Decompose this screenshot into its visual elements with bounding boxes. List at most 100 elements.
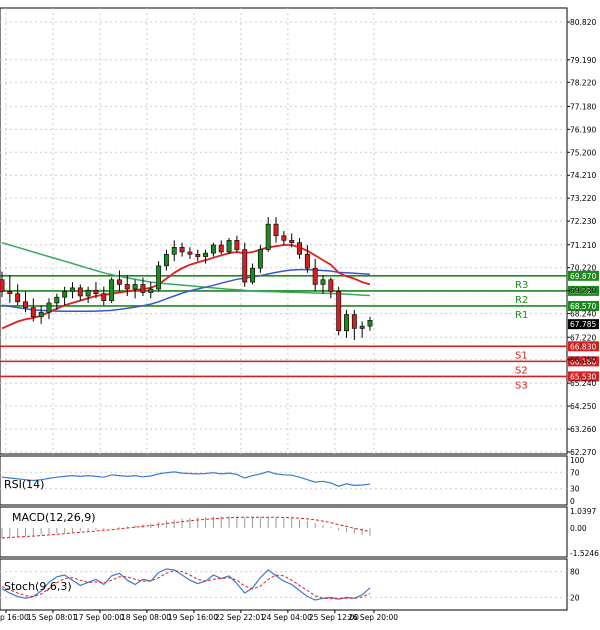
- y-tick-label: 79.190: [570, 56, 596, 65]
- last-price-tag: [568, 319, 599, 330]
- candle: [226, 238, 232, 255]
- candle-body: [289, 240, 295, 243]
- y-tick-label: 73.220: [570, 194, 596, 203]
- candle: [38, 305, 44, 324]
- candle: [15, 284, 21, 306]
- level-value-s2: 66.180: [570, 357, 596, 366]
- candle-body: [0, 279, 5, 292]
- candle: [367, 316, 373, 331]
- candle-body: [320, 279, 326, 285]
- candle: [23, 291, 28, 313]
- level-tag-r1: [568, 300, 599, 311]
- ema-slow-line: [1, 241, 371, 297]
- level-value-s3: 65.530: [570, 372, 596, 381]
- level-tag-r3: [568, 270, 599, 281]
- stoch-pane: 80 20: [0, 568, 580, 602]
- main-y-axis: 80.820 79.190 78.220 77.180 76.190 75.200 74.2…: [567, 18, 596, 457]
- level-value-r2: 69.220: [570, 287, 596, 296]
- x-tick-label: 24 Sep 04:00: [262, 613, 312, 622]
- candle-body: [226, 240, 232, 253]
- candle-body: [179, 247, 185, 253]
- candle: [312, 258, 318, 292]
- x-tick-label: 17 Sep 00:00: [74, 613, 124, 622]
- x-tick-label: 26 Sep 20:00: [348, 613, 398, 622]
- candle-body: [250, 267, 256, 283]
- y-tick-label: 76.190: [570, 125, 596, 134]
- moving-averages: [1, 241, 371, 330]
- candle: [250, 263, 256, 285]
- x-tick-label: 19 Sep 16:00: [168, 613, 218, 622]
- candle-body: [148, 288, 154, 293]
- candle-body: [273, 223, 279, 237]
- candle-body: [171, 247, 177, 255]
- candle-body: [328, 279, 334, 292]
- candle: [163, 249, 169, 271]
- y-tick-label: 75.200: [570, 148, 596, 157]
- candle-body: [297, 242, 302, 255]
- candle-body: [7, 291, 13, 294]
- y-tick-label: 74.210: [570, 171, 596, 180]
- y-tick-label: 68.240: [570, 310, 596, 319]
- y-tick-label: 72.230: [570, 217, 596, 226]
- rsi-tick-label: 30: [570, 485, 580, 494]
- candle: [124, 275, 130, 296]
- candle: [234, 235, 240, 252]
- candle-body: [30, 307, 36, 318]
- candle: [320, 275, 326, 294]
- candle: [85, 286, 91, 303]
- candle-body: [312, 267, 318, 285]
- rsi-tick-label: 100: [570, 456, 585, 465]
- level-name-s1: S1: [515, 350, 528, 361]
- candle: [289, 233, 295, 248]
- pane-frame-0: [0, 7, 568, 455]
- candle: [304, 244, 310, 273]
- candle: [281, 231, 287, 245]
- candle: [140, 277, 146, 296]
- level-name-r1: R1: [515, 310, 528, 321]
- candle-body: [210, 244, 216, 254]
- candle-body: [93, 289, 99, 294]
- y-tick-label: 64.250: [570, 402, 596, 411]
- panes: [0, 7, 568, 611]
- macd-pane: 1.0397 0.00 -1.5246: [1, 507, 599, 558]
- y-tick-label: 71.210: [570, 241, 596, 250]
- candle: [257, 244, 263, 273]
- candle-body: [140, 284, 146, 293]
- candle-body: [70, 287, 75, 292]
- candle-body: [195, 253, 201, 257]
- candle-body: [15, 293, 21, 303]
- candle: [156, 261, 162, 292]
- candle-body: [265, 223, 271, 250]
- pane-frame-2: [0, 506, 568, 558]
- candle: [7, 275, 13, 303]
- rsi-label: RSI(14): [4, 478, 44, 491]
- stoch-label: Stoch(9,6,3): [4, 580, 72, 593]
- candle-body: [359, 325, 365, 329]
- candle: [77, 284, 83, 301]
- candle: [0, 271, 5, 298]
- candle-body: [234, 240, 240, 250]
- candle-body: [218, 244, 224, 253]
- candle: [359, 321, 365, 338]
- level-name-s3: S3: [515, 380, 528, 391]
- candle: [351, 309, 357, 341]
- x-tick-label: 25 Sep 12:00: [309, 613, 359, 622]
- candle: [30, 298, 36, 322]
- candle: [54, 293, 60, 310]
- macd-tick-label: -1.5246: [570, 549, 599, 558]
- y-tick-label: 66.250: [570, 356, 596, 365]
- level-tag-s3: [568, 371, 599, 382]
- level-name-r2: R2: [515, 295, 528, 306]
- candle: [218, 240, 224, 255]
- x-tick-label: 15 Sep 08:01: [27, 613, 77, 622]
- candle-body: [77, 287, 83, 297]
- x-tick-label: 18 Sep 08:00: [121, 613, 171, 622]
- candle: [195, 249, 201, 262]
- candle: [203, 249, 209, 264]
- pane-frame-1: [0, 455, 568, 506]
- macd-tick-label: 0.00: [570, 524, 587, 533]
- stoch-d-line: [1, 570, 371, 600]
- candle: [187, 247, 193, 259]
